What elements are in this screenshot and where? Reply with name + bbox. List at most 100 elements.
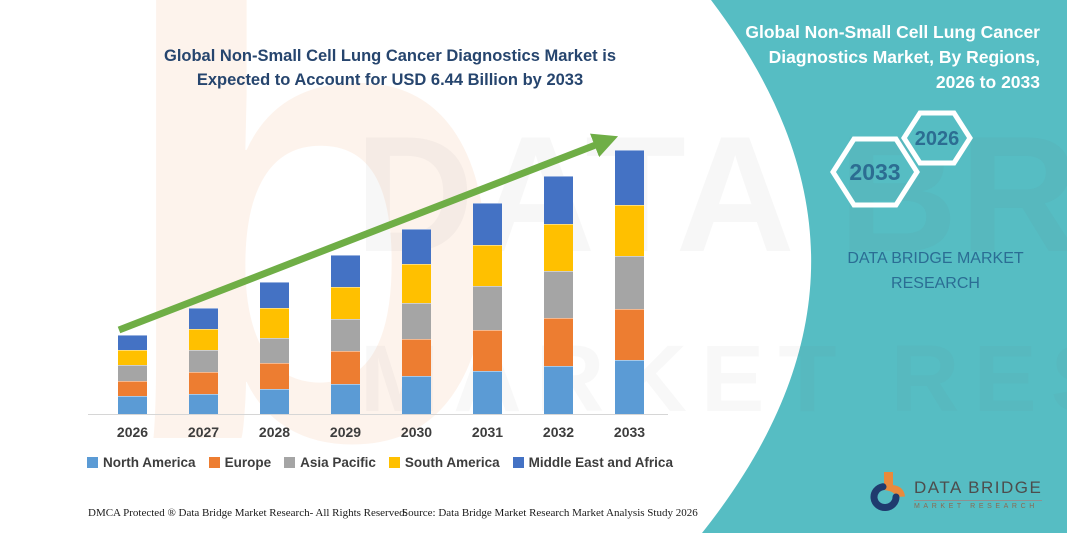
x-axis-line (88, 414, 668, 415)
bar-segment (544, 318, 573, 367)
hexagon-2026-label: 2026 (915, 128, 960, 150)
stacked-bar-2026 (118, 334, 147, 414)
chart-title-line2: Expected to Account for USD 6.44 Billion… (196, 71, 584, 89)
bar-segment (260, 307, 289, 338)
brand-wordmark-line1: DATA BRIDGE MARKET (847, 250, 1024, 267)
legend-swatch-icon (284, 457, 296, 468)
bar-slot-2030 (381, 229, 452, 414)
x-tick-label-2032: 2032 (542, 424, 575, 440)
bar-segment (189, 349, 218, 373)
x-tick-label-2026: 2026 (116, 424, 149, 440)
legend-swatch-icon (208, 457, 220, 468)
brand-wordmark: DATA BRIDGE MARKET RESEARCH (828, 246, 1043, 296)
bar-segment (118, 350, 147, 366)
chart-legend: North America Europe Asia Pacific South Ame… (80, 455, 680, 470)
legend-item: Middle East and Africa (512, 455, 673, 470)
footer-dmca-text: DMCA Protected ® Data Bridge Market Rese… (88, 507, 408, 519)
right-panel-title-line1: Global Non-Small Cell Lung Cancer (745, 22, 1040, 42)
bar-segment (331, 383, 360, 414)
x-axis-tick-labels: 2026 2027 2028 2029 2030 2031 2032 2033 (97, 424, 665, 440)
legend-label: North America (103, 455, 196, 470)
bar-chart-plot-area (97, 140, 665, 414)
bar-segment (615, 309, 644, 360)
legend-label: Asia Pacific (300, 455, 376, 470)
bar-segment (402, 376, 431, 414)
bar-segment (544, 224, 573, 272)
legend-label: Middle East and Africa (528, 455, 673, 470)
bar-segment (118, 334, 147, 351)
bar-segment (615, 204, 644, 257)
legend-swatch-icon (512, 457, 524, 468)
hexagon-2033-label: 2033 (849, 159, 900, 185)
right-panel-title-line3: 2026 to 2033 (935, 72, 1040, 92)
stacked-bar-2029 (331, 255, 360, 414)
stacked-bar-2032 (544, 176, 573, 414)
bar-segment (331, 286, 360, 320)
bar-segment (260, 337, 289, 363)
bar-segment (615, 150, 644, 205)
bar-segment (118, 365, 147, 382)
bar-segment (473, 370, 502, 414)
x-tick-label-2027: 2027 (187, 424, 220, 440)
trend-arrow-icon (117, 133, 619, 334)
x-tick-label-2031: 2031 (471, 424, 504, 440)
legend-swatch-icon (87, 457, 99, 468)
year-hexagons: 2033 2026 (830, 110, 973, 208)
legend-item: South America (388, 455, 500, 470)
chart-title-line1: Global Non-Small Cell Lung Cancer Diagno… (163, 47, 616, 65)
right-panel-title-line2: Diagnostics Market, By Regions, (768, 47, 1040, 67)
hexagon-2033 (830, 136, 920, 208)
company-logo-icon (870, 472, 905, 511)
company-logo-subtitle: MARKET RESEARCH (914, 503, 1038, 510)
bar-segment (544, 176, 573, 225)
legend-swatch-icon (388, 457, 400, 468)
stacked-bar-2031 (473, 202, 502, 414)
bar-segment (402, 302, 431, 339)
bar-segment (260, 388, 289, 414)
bar-slot-2031 (452, 202, 523, 414)
bar-segment (473, 285, 502, 330)
bar-segment (189, 372, 218, 395)
x-tick-label-2029: 2029 (329, 424, 362, 440)
brand-wordmark-line2: RESEARCH (891, 275, 980, 292)
bar-segment (402, 229, 431, 265)
bar-slot-2029 (310, 255, 381, 414)
legend-item: North America (87, 455, 196, 470)
bar-segment (260, 362, 289, 389)
bar-slot-2028 (239, 282, 310, 414)
bar-segment (260, 282, 289, 308)
bar-slot-2026 (97, 334, 168, 414)
legend-label: Europe (224, 455, 272, 470)
company-logo: DATA BRIDGE MARKET RESEARCH (866, 470, 1043, 518)
bar-slot-2033 (594, 150, 665, 414)
legend-label: South America (404, 455, 500, 470)
bar-segment (118, 381, 147, 396)
company-logo-name: DATA BRIDGE (914, 478, 1043, 501)
bar-segment (615, 359, 644, 414)
bar-slot-2027 (168, 308, 239, 414)
bar-segment (473, 329, 502, 371)
legend-item: Europe (208, 455, 272, 470)
x-tick-label-2030: 2030 (400, 424, 433, 440)
bar-segment (544, 271, 573, 319)
bar-segment (189, 308, 218, 330)
x-tick-label-2028: 2028 (258, 424, 291, 440)
right-panel-title: Global Non-Small Cell Lung Cancer Diagno… (700, 20, 1040, 95)
legend-item: Asia Pacific (284, 455, 376, 470)
hexagon-2026 (901, 110, 973, 166)
bar-segment (331, 350, 360, 384)
chart-title: Global Non-Small Cell Lung Cancer Diagno… (120, 44, 660, 92)
stacked-bar-2033 (615, 150, 644, 414)
stacked-bar-2027 (189, 308, 218, 414)
bar-segment (473, 244, 502, 286)
bar-segment (544, 366, 573, 414)
bar-segment (189, 329, 218, 350)
bar-segment (615, 256, 644, 310)
bar-segment (402, 264, 431, 303)
stacked-bar-2028 (260, 282, 289, 414)
bar-segment (402, 339, 431, 377)
footer-source-text: Source: Data Bridge Market Research Mark… (402, 507, 698, 519)
bar-slot-2032 (523, 176, 594, 414)
